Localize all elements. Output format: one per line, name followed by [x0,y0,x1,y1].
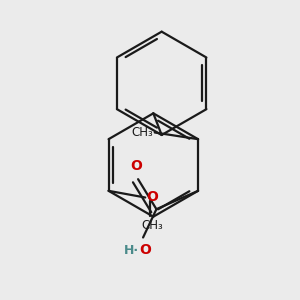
Text: H·: H· [124,244,139,256]
Text: O: O [146,190,158,205]
Text: O: O [130,159,142,173]
Text: CH₃: CH₃ [131,126,153,139]
Text: O: O [139,244,151,257]
Text: CH₃: CH₃ [141,219,163,232]
